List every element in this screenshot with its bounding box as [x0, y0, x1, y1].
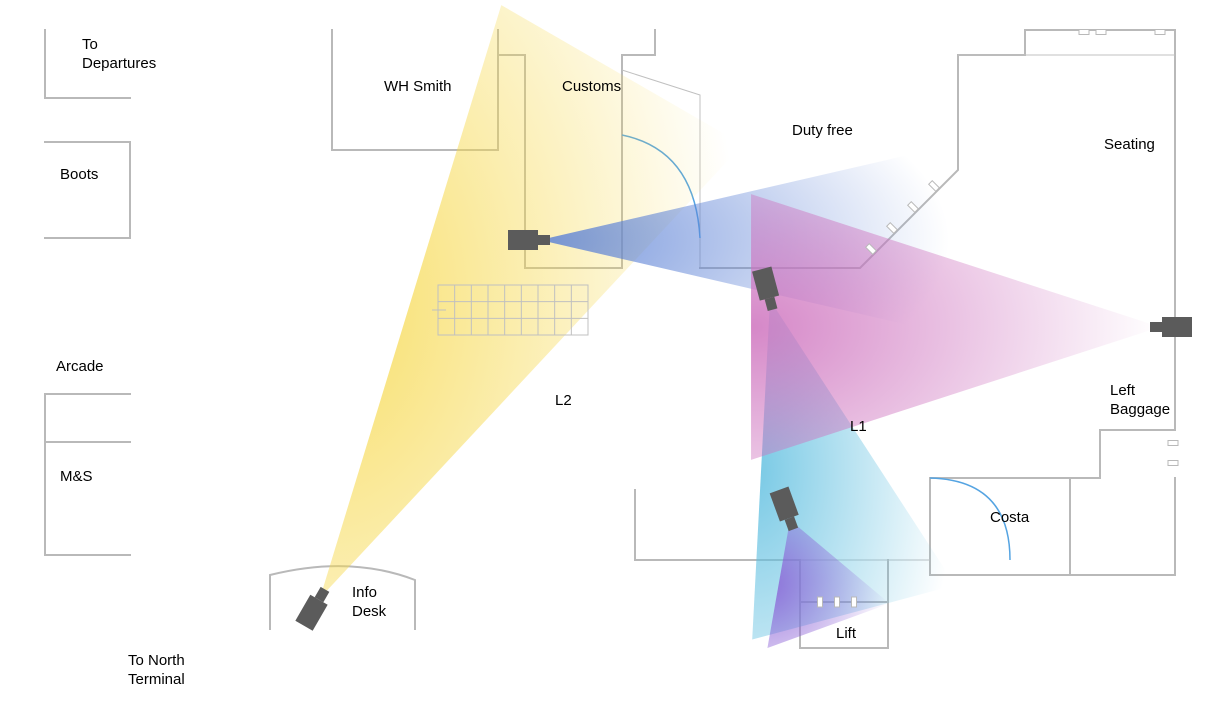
door-marker: [852, 597, 857, 607]
floorplan-stage: To Departures Boots Arcade M&S To North …: [0, 0, 1225, 723]
door-marker: [1155, 30, 1165, 35]
label-customs: Customs: [562, 78, 621, 97]
label-wh-smith: WH Smith: [384, 78, 452, 97]
label-to-north-terminal: To North Terminal: [128, 652, 185, 690]
floorplan-svg: [0, 0, 1225, 723]
door-marker: [1079, 30, 1089, 35]
label-info-desk: Info Desk: [352, 584, 386, 622]
label-arcade: Arcade: [56, 358, 104, 377]
door-marker: [1096, 30, 1106, 35]
label-l2: L2: [555, 392, 572, 411]
label-to-departures: To Departures: [82, 36, 156, 74]
label-costa: Costa: [990, 509, 1029, 528]
label-ms: M&S: [60, 468, 93, 487]
label-lift: Lift: [836, 625, 856, 644]
cam-info-desk: [295, 584, 333, 630]
door-marker: [835, 597, 840, 607]
cam-left-bagg: [1150, 317, 1192, 337]
label-boots: Boots: [60, 166, 98, 185]
label-left-baggage: Left Baggage: [1110, 382, 1170, 420]
cam-left-bagg-cone: [751, 194, 1160, 460]
door-marker: [818, 597, 823, 607]
door-marker: [1168, 441, 1178, 446]
camera-cones: [320, 5, 1160, 648]
label-duty-free: Duty free: [792, 122, 853, 141]
door-marker: [1168, 461, 1178, 466]
label-l1: L1: [850, 418, 867, 437]
label-seating: Seating: [1104, 136, 1155, 155]
